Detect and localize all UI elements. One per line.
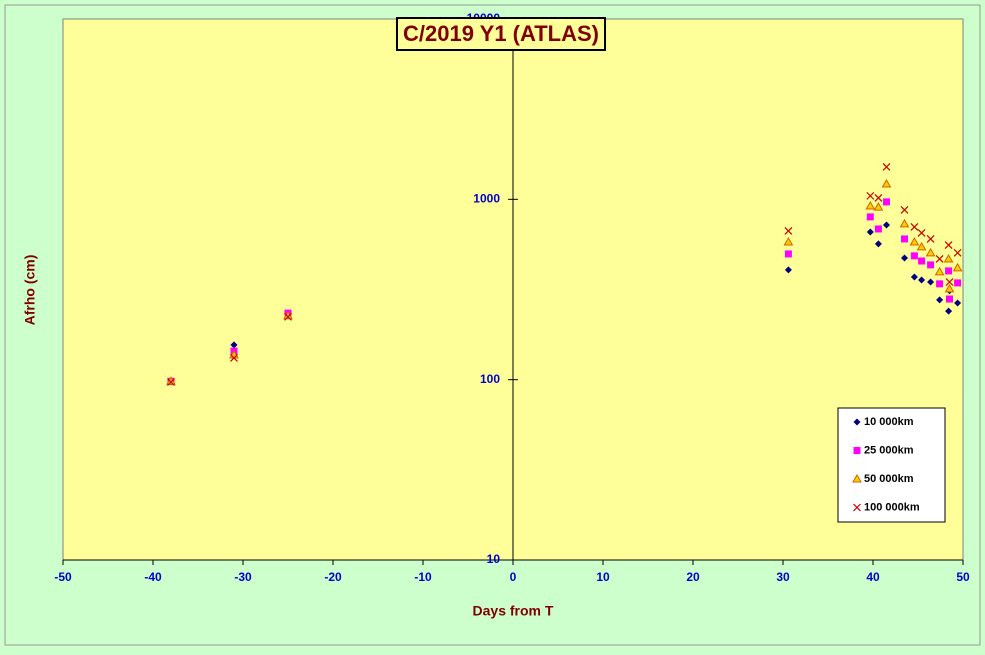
point: [865, 200, 876, 210]
legend-label: 25 000km: [864, 444, 914, 456]
x-tick-label: 0: [510, 570, 517, 584]
point: [784, 250, 792, 258]
x-tick-label: 40: [866, 570, 880, 584]
point: [874, 194, 883, 202]
point: [901, 254, 908, 262]
legend-marker: [852, 473, 862, 483]
point: [900, 206, 909, 214]
x-tick-label: 10: [596, 570, 610, 584]
x-tick-label: -30: [234, 570, 252, 584]
point: [230, 353, 238, 362]
point: [944, 283, 955, 293]
point: [945, 278, 954, 286]
point: [874, 240, 882, 248]
point: [783, 236, 794, 246]
legend-label: 10 000km: [864, 416, 914, 428]
y-tick-label: 10: [487, 552, 501, 566]
x-tick-label: 50: [956, 570, 970, 584]
point: [936, 280, 944, 288]
point: [230, 341, 238, 349]
point: [954, 299, 962, 307]
point: [167, 378, 175, 386]
point: [899, 218, 910, 228]
point: [910, 252, 918, 260]
point: [918, 257, 926, 265]
x-tick-label: 30: [776, 570, 790, 584]
point: [926, 235, 935, 243]
point: [934, 266, 945, 276]
legend-marker: [853, 418, 861, 426]
chart-title: C/2019 Y1 (ATLAS): [403, 21, 599, 46]
point: [918, 276, 926, 284]
point: [866, 213, 874, 221]
point: [935, 255, 944, 263]
point: [784, 227, 793, 235]
point: [909, 236, 920, 246]
point: [866, 191, 875, 200]
point: [883, 221, 890, 229]
point: [944, 241, 953, 249]
point: [946, 295, 953, 303]
x-tick-label: -50: [54, 570, 72, 584]
point: [883, 198, 890, 206]
point: [943, 253, 954, 263]
point: [945, 307, 953, 315]
point: [945, 267, 953, 275]
point: [917, 229, 926, 237]
x-tick-label: 20: [686, 570, 700, 584]
point: [901, 235, 908, 243]
legend-box: [837, 407, 946, 523]
x-tick-label: -10: [414, 570, 432, 584]
point: [927, 261, 935, 269]
point: [881, 178, 892, 188]
legend-label: 100 000km: [864, 501, 920, 513]
y-tick-label: 1000: [473, 192, 500, 206]
point: [910, 273, 918, 281]
point: [910, 223, 919, 231]
point: [873, 202, 884, 211]
point: [882, 162, 891, 171]
point: [284, 312, 292, 321]
legend-marker: [853, 503, 861, 512]
legend-marker: [853, 447, 861, 454]
point: [936, 296, 944, 304]
point: [874, 225, 882, 233]
legend-label: 50 000km: [864, 473, 914, 485]
title-frame: [395, 17, 607, 51]
point: [953, 248, 962, 257]
point: [927, 278, 935, 286]
point: [925, 247, 936, 257]
x-tick-label: -40: [144, 570, 162, 584]
point: [952, 262, 963, 272]
title-box: C/2019 Y1 (ATLAS): [395, 17, 607, 51]
point: [916, 241, 927, 251]
point: [784, 266, 792, 274]
x-axis-label: Days from T: [473, 603, 554, 619]
y-axis-label: Afrho (cm): [22, 255, 38, 326]
point: [866, 228, 874, 236]
point: [954, 279, 962, 287]
x-tick-label: -20: [324, 570, 342, 584]
y-tick-label: 100: [480, 372, 500, 386]
